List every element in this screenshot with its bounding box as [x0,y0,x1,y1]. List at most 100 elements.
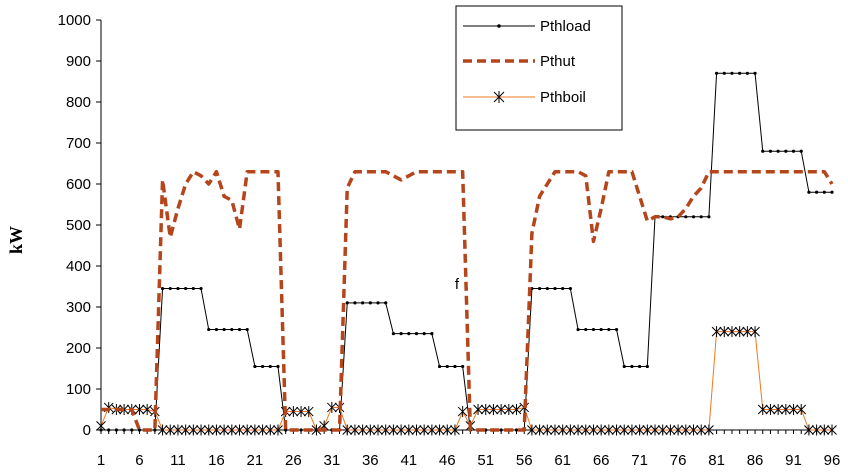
point-pthload [184,286,188,291]
point-pthload [230,327,234,332]
legend-label-pthboil: Pthboil [540,89,586,106]
point-pthload [345,301,349,305]
y-tick-label: 0 [83,422,91,439]
x-tick-label: 16 [208,452,225,469]
point-pthload [222,327,226,332]
x-tick-label: 21 [247,452,264,469]
point-pthload [584,327,588,332]
point-pthload [514,428,519,432]
point-pthboil [342,424,353,436]
point-pthload [199,286,203,291]
point-pthboil [442,424,453,436]
point-pthload [407,332,411,336]
y-tick-label: 400 [66,258,91,275]
x-tick-label: 66 [593,452,610,469]
point-pthboil [496,404,506,415]
point-pthboil [580,424,591,436]
point-pthboil [527,424,537,436]
point-pthload [776,149,780,153]
point-pthboil [742,326,753,338]
y-tick-label: 900 [66,53,91,70]
point-pthload [815,190,819,194]
point-pthload [160,286,165,291]
x-tick-label: 41 [400,452,417,469]
point-pthboil [211,424,222,436]
point-pthboil [488,404,499,415]
point-pthboil [234,424,245,436]
point-pthload [384,301,388,305]
point-pthboil [780,404,791,415]
point-pthboil [573,424,583,436]
point-pthload [699,215,703,219]
point-pthboil [457,406,468,418]
legend-box [455,5,623,131]
point-pthboil [704,424,714,436]
x-tick-label: 76 [670,452,687,469]
point-pthboil [719,326,730,338]
point-pthload [730,71,734,75]
y-tick-label: 800 [66,94,91,111]
point-pthboil [765,404,776,415]
point-pthload [561,286,565,291]
point-pthload [576,327,580,332]
point-pthboil [611,424,622,436]
point-pthload [207,327,211,332]
point-pthboil [665,424,676,436]
point-pthload [614,327,619,332]
point-pthload [245,327,249,332]
point-pthload [714,71,719,75]
point-pthboil [480,404,491,415]
point-pthboil [619,424,630,436]
point-pthload [707,215,711,219]
point-pthload [768,149,773,153]
point-pthboil [380,424,391,436]
point-pthload [107,428,111,432]
point-pthboil [265,424,276,436]
legend-label-pthut: Pthut [540,53,576,70]
point-pthload [607,327,611,332]
legend-marker-pthboil [493,91,505,103]
x-tick-label: 36 [362,452,379,469]
point-pthboil [550,424,560,436]
point-pthload [638,364,642,369]
point-pthload [276,364,280,369]
point-pthboil [180,424,191,436]
point-pthboil [303,406,314,418]
point-pthboil [411,424,422,436]
point-pthload [353,301,357,305]
point-pthload [361,301,365,305]
point-pthboil [173,424,183,436]
series-line-pthut [101,169,834,432]
point-pthload [391,332,395,336]
point-pthload [253,364,257,369]
point-pthload [807,190,811,194]
point-pthboil [350,424,360,436]
point-pthboil [96,420,106,432]
point-pthload [399,332,403,336]
y-tick-label: 100 [66,381,91,398]
y-tick-label: 200 [66,340,91,357]
point-pthload [553,286,557,291]
point-pthload [191,286,195,291]
point-pthload [260,364,265,369]
point-pthboil [427,424,437,436]
point-pthboil [226,424,237,436]
point-pthboil [188,424,199,436]
point-pthboil [796,404,807,415]
point-pthload [299,428,303,432]
point-pthload [784,149,788,153]
point-pthload [684,215,688,219]
point-pthload [137,428,142,432]
point-pthload [437,364,442,369]
point-pthboil [804,424,814,436]
x-tick-label: 86 [747,452,764,469]
point-pthload [284,428,288,432]
point-pthboil [419,424,430,436]
point-pthboil [434,424,445,436]
x-tick-label: 81 [708,452,725,469]
point-pthload [176,286,180,291]
point-pthboil [757,404,768,415]
point-pthboil [196,424,206,436]
point-pthboil [711,326,722,338]
